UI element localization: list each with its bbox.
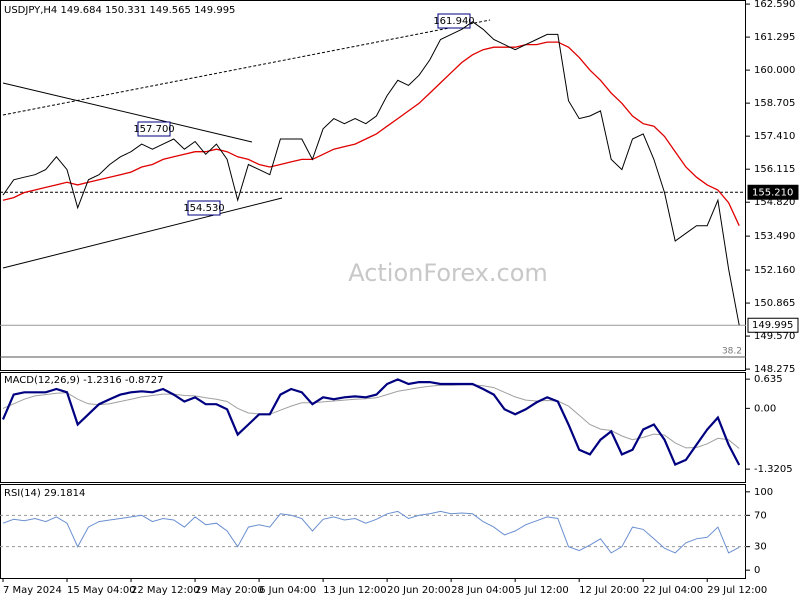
y-tick-label: 160.000: [754, 65, 795, 76]
x-tick-label: 5 Jul 12:00: [515, 585, 569, 596]
x-tick-label: 12 Jul 20:00: [579, 585, 639, 596]
y-tick-label: 157.410: [754, 131, 795, 142]
annotation: 157.700: [133, 124, 174, 135]
trend-line: [2, 82, 253, 143]
y-tick-label: 149.570: [754, 331, 795, 342]
y-tick-label: 158.705: [754, 98, 795, 109]
y-tick-label: 161.295: [754, 32, 795, 43]
fib-label: 38.2: [722, 346, 742, 356]
rsi-title: RSI(14) 29.1814: [4, 488, 85, 499]
x-tick-label: 22 May 12:00: [131, 585, 200, 596]
macd-line: [1, 378, 741, 466]
annotation-box: [437, 13, 471, 29]
signal-line: [2, 384, 740, 449]
price-level-label: 149.995: [752, 320, 793, 331]
y-tick-label: 0.00: [754, 403, 776, 414]
annotation: 154.530: [183, 203, 224, 214]
price-level-box: [747, 317, 799, 333]
x-tick-label: 6 Jun 04:00: [259, 585, 316, 596]
panel-frame: [0, 484, 746, 579]
panel-frame: [0, 372, 746, 483]
trend-line: [2, 197, 283, 269]
y-tick-label: 152.160: [754, 265, 795, 276]
y-tick-label: 153.490: [754, 231, 795, 242]
y-tick-label: 30: [754, 542, 767, 553]
x-tick-label: 20 Jun 20:00: [387, 585, 451, 596]
panel-frame: [0, 0, 746, 371]
annotation-box: [137, 121, 171, 137]
y-tick-label: 162.590: [754, 0, 795, 10]
x-tick-label: 22 Jul 04:00: [643, 585, 703, 596]
y-tick-label: 154.820: [754, 197, 795, 208]
x-tick-label: 7 May 2024: [3, 585, 62, 596]
symbol-header: USDJPY,H4 149.684 150.331 149.565 149.99…: [4, 5, 235, 16]
channel-line: [2, 19, 491, 116]
annotation: 161.940: [433, 16, 474, 27]
macd-title: MACD(12,26,9) -1.2316 -0.8727: [4, 375, 164, 386]
price-level-label: 155.210: [752, 187, 793, 198]
price-level-box: [747, 184, 799, 200]
annotation-box: [187, 200, 221, 216]
watermark: ActionForex.com: [348, 259, 548, 287]
y-tick-label: -1.3205: [754, 464, 793, 475]
x-tick-label: 29 Jul 12:00: [707, 585, 767, 596]
y-tick-label: 100: [754, 487, 773, 498]
y-tick-label: 0.635: [754, 374, 783, 385]
y-tick-label: 148.275: [754, 364, 795, 375]
y-tick-label: 70: [754, 510, 767, 521]
moving-average: [2, 41, 740, 226]
y-tick-label: 0: [754, 565, 760, 576]
y-tick-label: 150.865: [754, 298, 795, 309]
rsi-line: [2, 510, 740, 554]
price-line: [2, 21, 740, 326]
x-tick-label: 28 Jun 04:00: [451, 585, 515, 596]
x-tick-label: 13 Jun 12:00: [323, 585, 387, 596]
y-tick-label: 156.115: [754, 164, 795, 175]
x-tick-label: 29 May 20:00: [195, 585, 264, 596]
x-tick-label: 15 May 04:00: [67, 585, 136, 596]
